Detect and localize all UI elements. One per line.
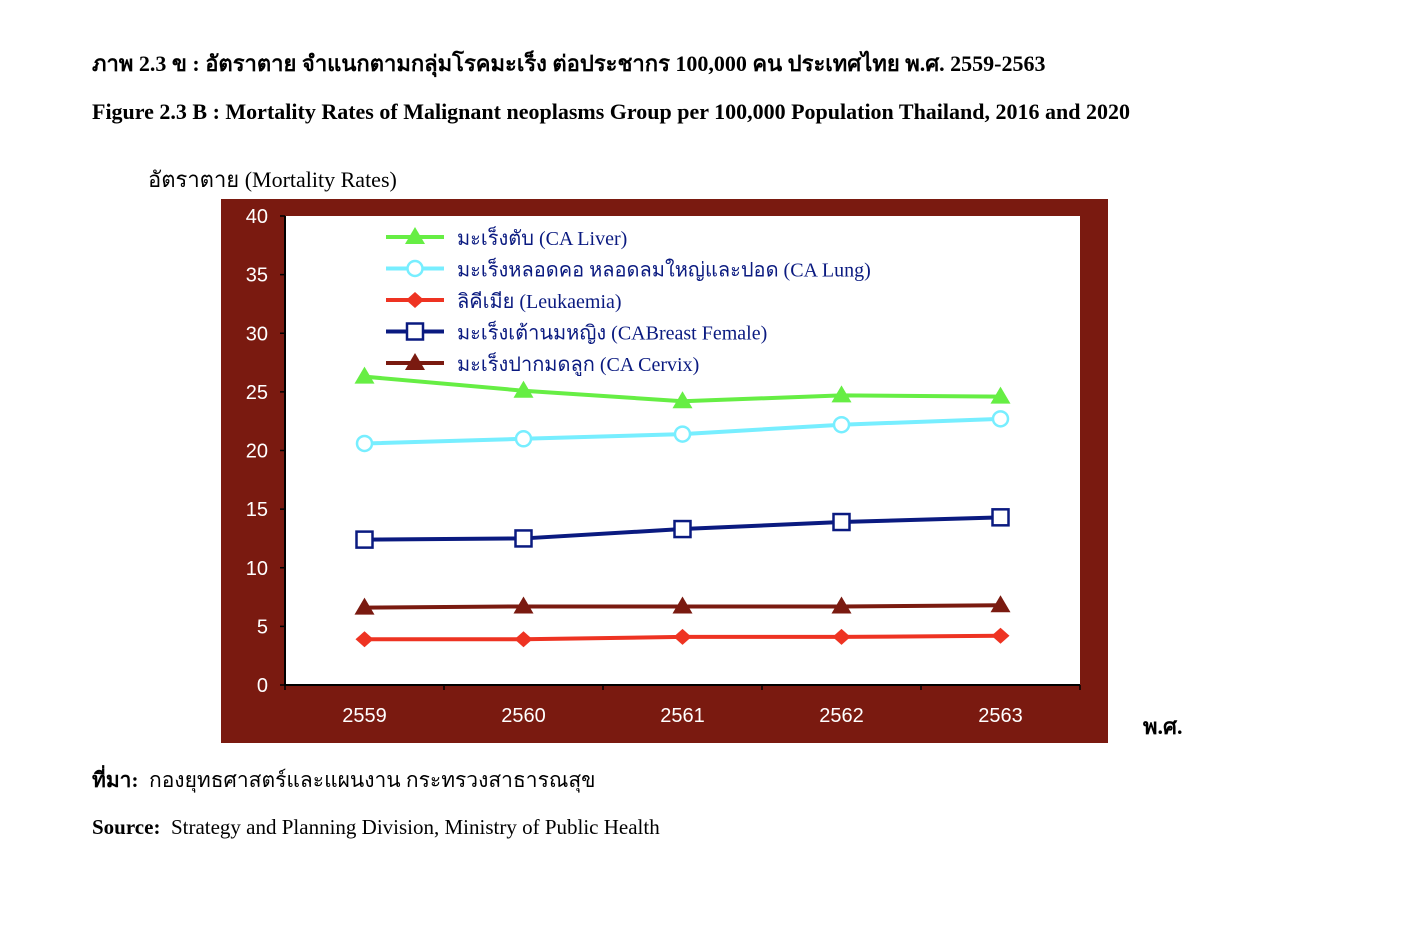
data-point <box>832 512 851 532</box>
source-thai-label: ที่มา: <box>92 768 139 792</box>
legend-label: ลิคีเมีย (Leukaemia) <box>457 291 622 313</box>
y-tick-label: 10 <box>246 558 268 580</box>
data-point <box>831 596 852 614</box>
data-point <box>991 508 1010 527</box>
y-tick-label: 15 <box>246 499 268 521</box>
source-thai-text: กองยุทธศาสตร์และแผนงาน กระทรวงสาธารณสุข <box>148 768 596 792</box>
x-tick-label: 2562 <box>819 705 864 727</box>
legend-label: มะเร็งตับ (CA Liver) <box>457 225 627 250</box>
legend: มะเร็งตับ (CA Liver) มะเร็งหลอดคอ หลอดลมใ… <box>386 225 871 377</box>
legend-label: มะเร็งปากมดลูก (CA Cervix) <box>457 351 699 377</box>
data-point <box>355 530 374 549</box>
y-tick-label: 5 <box>257 616 268 638</box>
legend-marker <box>405 322 425 341</box>
data-point <box>832 628 851 645</box>
data-point <box>673 519 692 539</box>
y-axis-label: อัตราตาย (Mortality Rates) <box>148 167 397 192</box>
series-2 <box>355 627 1010 648</box>
legend-marker <box>406 292 424 308</box>
source-english-text: Strategy and Planning Division, Ministry… <box>170 815 660 839</box>
data-point <box>991 627 1010 644</box>
legend-marker <box>405 353 425 370</box>
data-point <box>514 631 533 648</box>
data-point <box>832 415 851 434</box>
y-tick-label: 30 <box>246 323 268 345</box>
data-point <box>514 529 533 548</box>
series-3 <box>355 508 1010 549</box>
data-point <box>354 597 375 615</box>
y-tick-label: 25 <box>246 382 268 404</box>
source-thai: ที่มา: กองยุทธศาสตร์และแผนงาน กระทรวงสาธ… <box>92 764 596 797</box>
legend-marker <box>406 259 424 278</box>
data-point <box>514 430 533 448</box>
x-tick-label: 2560 <box>501 705 546 727</box>
data-point <box>991 410 1010 428</box>
series-0 <box>354 366 1011 409</box>
y-tick-label: 40 <box>246 206 268 228</box>
data-point <box>354 366 375 384</box>
x-axis-label: พ.ศ. <box>1143 714 1183 739</box>
y-tick-label: 35 <box>246 265 268 287</box>
data-point <box>990 595 1011 613</box>
title-thai: ภาพ 2.3 ข : อัตราตาย จำแนกตามกลุ่มโรคมะเ… <box>92 51 1046 76</box>
x-tick-label: 2559 <box>342 705 387 727</box>
legend-marker <box>405 227 425 244</box>
title-english: Figure 2.3 B : Mortality Rates of Malign… <box>92 99 1130 124</box>
x-tick-label: 2563 <box>978 705 1023 727</box>
y-tick-label: 20 <box>246 441 268 463</box>
data-point <box>355 631 374 648</box>
source-english-label: Source: <box>92 815 161 839</box>
series-1 <box>355 410 1010 453</box>
data-point <box>513 596 534 614</box>
data-point <box>672 596 693 614</box>
source-english: Source: Strategy and Planning Division, … <box>92 815 660 840</box>
data-point <box>672 391 693 409</box>
data-point <box>673 628 692 645</box>
x-tick-label: 2561 <box>660 705 705 727</box>
plot-area <box>285 216 1080 685</box>
data-point <box>831 385 852 403</box>
y-tick-label: 0 <box>257 675 268 697</box>
legend-label: มะเร็งเต้านมหญิง (CABreast Female) <box>457 320 767 345</box>
data-point <box>355 434 374 453</box>
series-4 <box>354 595 1011 615</box>
legend-label: มะเร็งหลอดคอ หลอดลมใหญ่และปอด (CA Lung) <box>457 257 871 282</box>
data-point <box>990 386 1011 404</box>
data-point <box>673 425 692 443</box>
data-point <box>513 380 534 398</box>
